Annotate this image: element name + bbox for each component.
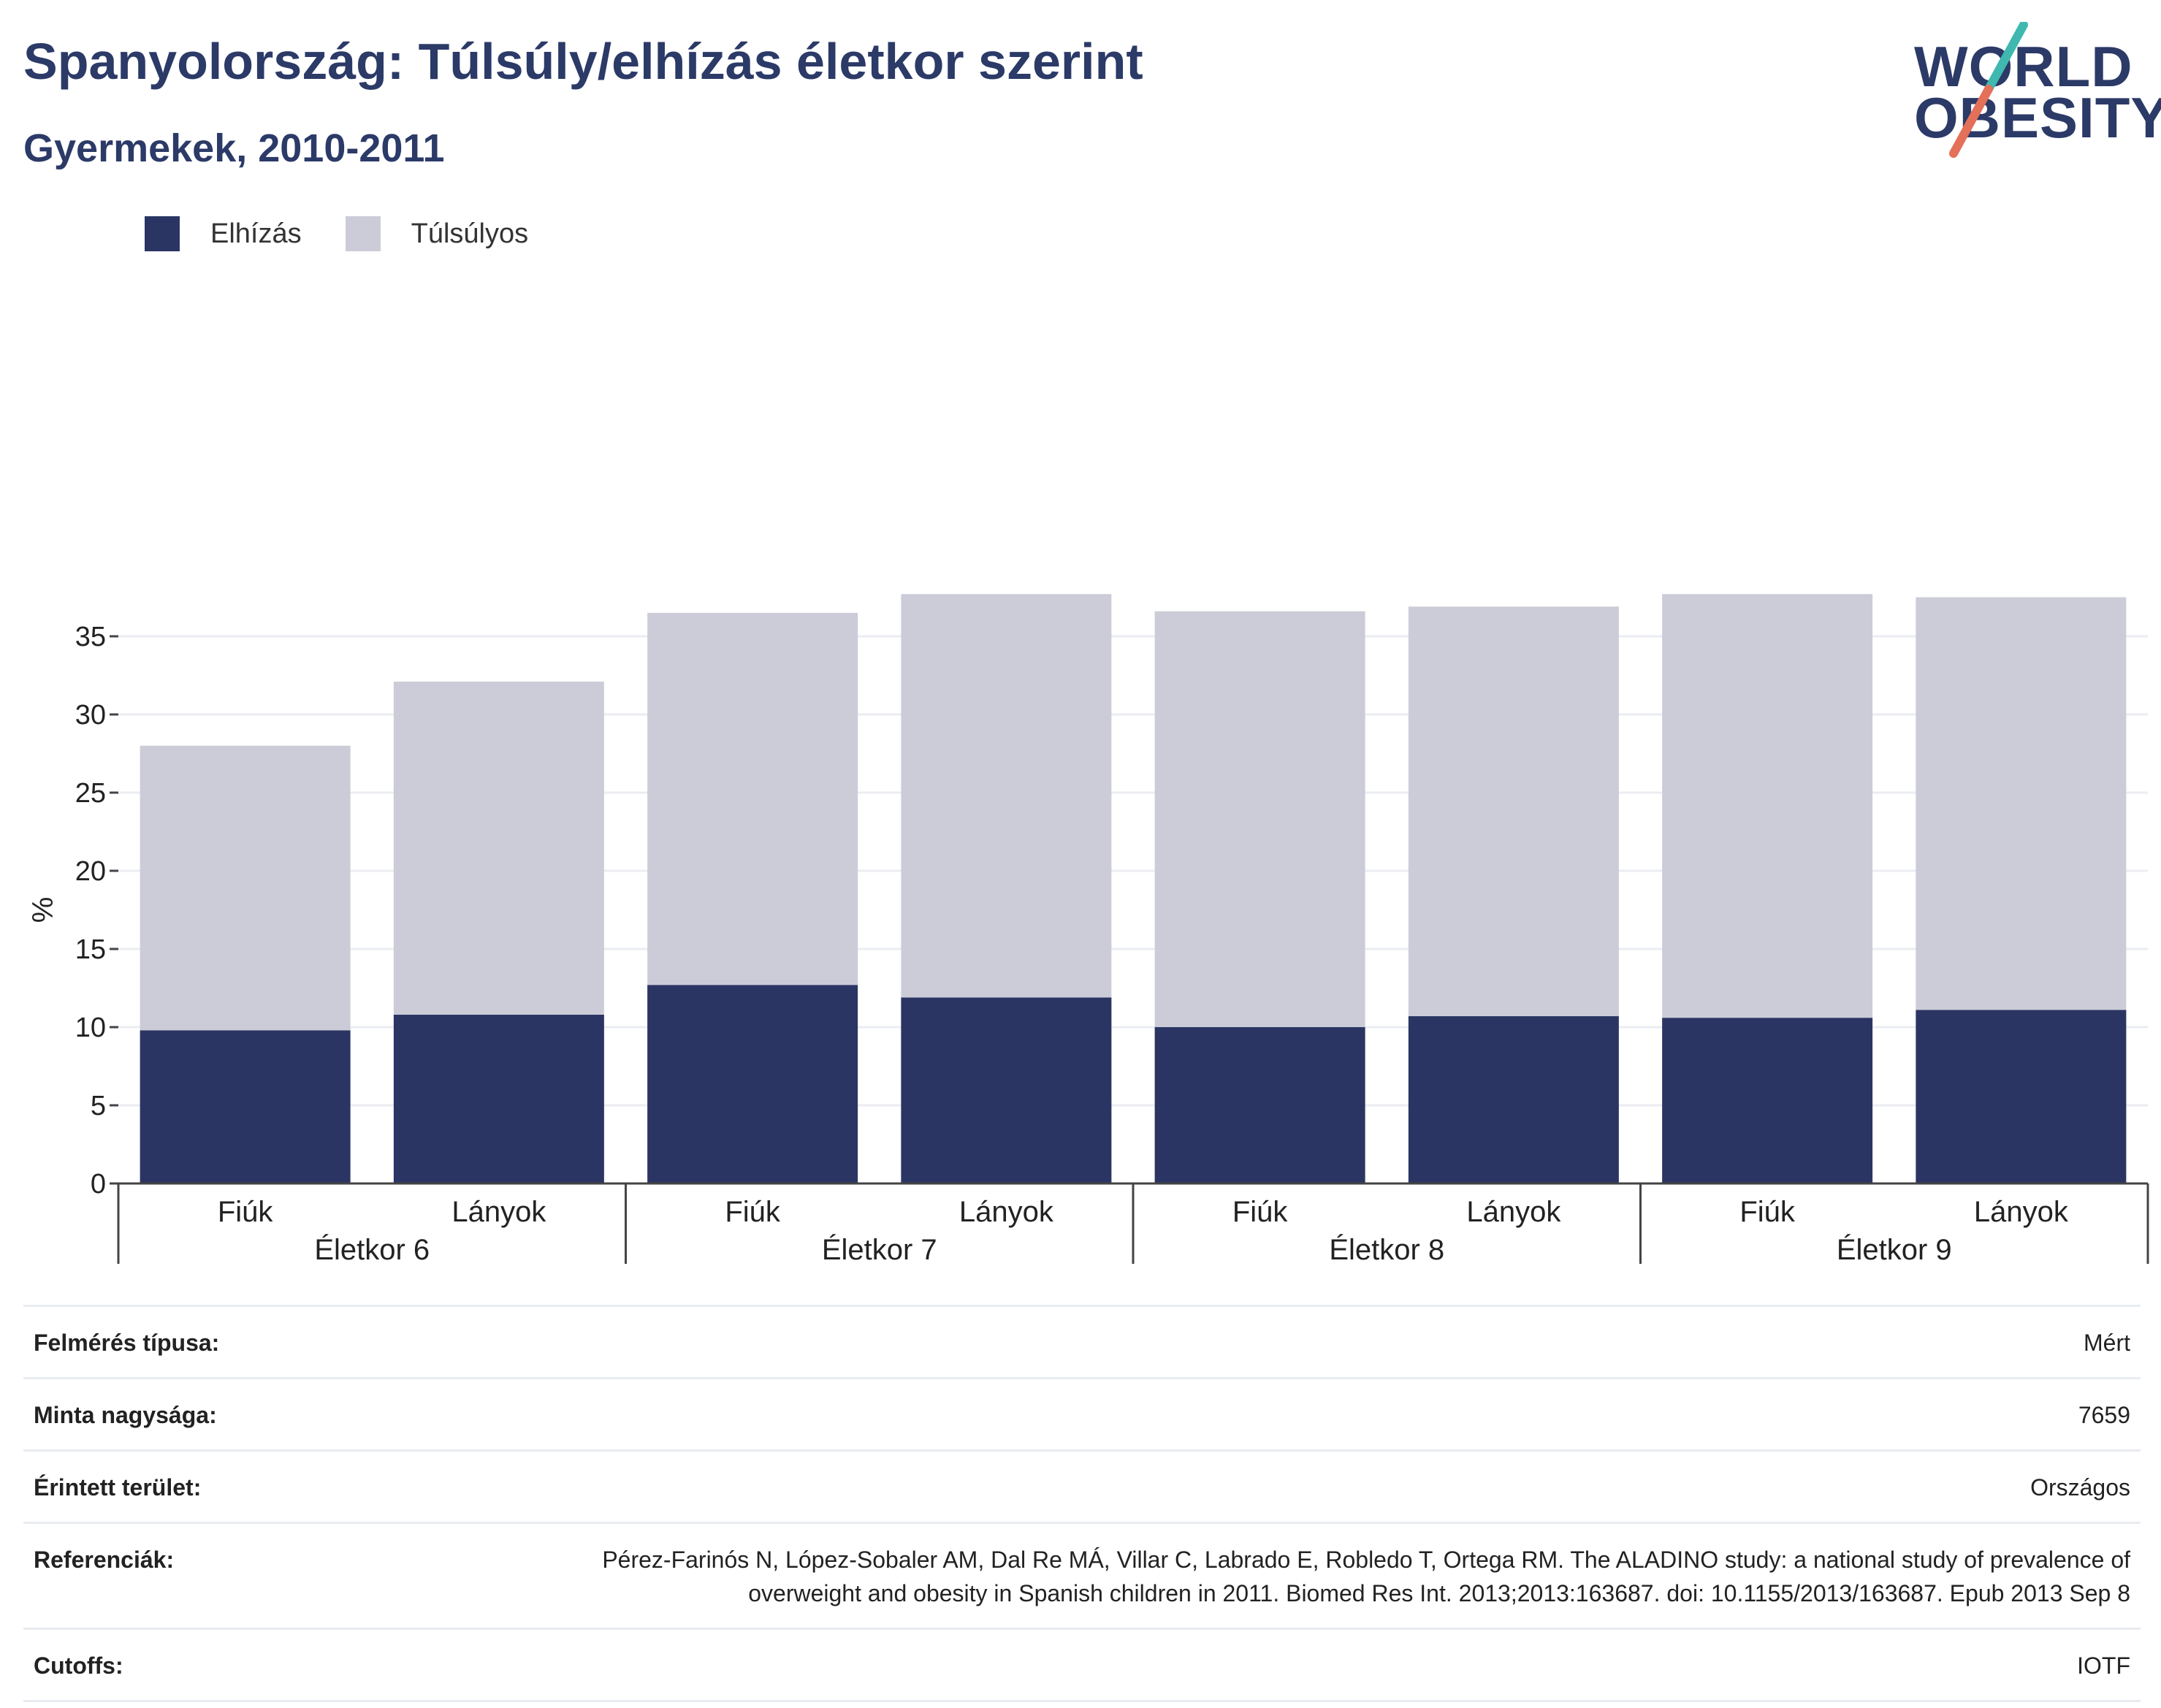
- y-tick-label: 30: [75, 700, 106, 731]
- bar-segment-overweight: [901, 594, 1112, 998]
- logo-text-world: WORLD: [1914, 34, 2133, 99]
- info-row: Referenciák: Pérez-Farinós N, López-Sobal…: [23, 1522, 2141, 1628]
- group-label: Életkor 6: [314, 1233, 430, 1266]
- y-tick-label: 0: [91, 1169, 106, 1200]
- bar-segment-overweight: [1662, 594, 1873, 1018]
- info-row: Cutoffs: IOTF: [23, 1628, 2141, 1702]
- x-tick-label: Fiúk: [725, 1196, 781, 1228]
- legend-item-overweight[interactable]: Túlsúlyos: [345, 216, 529, 251]
- info-value: IOTF: [2077, 1652, 2130, 1679]
- bar-segment-obesity: [140, 1030, 351, 1183]
- info-row: Érintett terület: Országos: [23, 1449, 2141, 1522]
- bar-segment-obesity: [647, 985, 858, 1183]
- chart-subtitle: Gyermekek, 2010-2011: [23, 126, 445, 170]
- bar-segment-overweight: [1154, 611, 1365, 1027]
- x-tick-label: Fiúk: [1232, 1196, 1289, 1228]
- info-table: Felmérés típusa: Mért Minta nagysága: 7659 É…: [23, 1305, 2141, 1702]
- x-tick-label: Lányok: [1466, 1196, 1561, 1228]
- legend-swatch-overweight: [345, 216, 381, 251]
- info-label: Minta nagysága:: [34, 1402, 217, 1428]
- info-row: Minta nagysága: 7659: [23, 1377, 2141, 1449]
- info-label: Érintett terület:: [34, 1474, 202, 1501]
- x-tick-label: Lányok: [959, 1196, 1054, 1228]
- stacked-bar-chart: 0 5 10 15 20 25 30 35% Fiúk Lányok Fiúk Lányok Fiúk L…: [27, 594, 2149, 1266]
- x-tick-label: Fiúk: [1739, 1196, 1796, 1228]
- info-label: Cutoffs:: [34, 1652, 123, 1679]
- bar-segment-overweight: [647, 612, 858, 985]
- logo-text-obesity: OBESITY: [1914, 85, 2161, 150]
- group-label: Életkor 7: [822, 1233, 937, 1266]
- bar-segment-obesity: [1408, 1016, 1619, 1183]
- legend-label-obesity: Elhízás: [210, 218, 302, 249]
- chart-title: Spanyolország: Túlsúly/elhízás életkor s…: [23, 33, 1143, 90]
- x-tick-label: Lányok: [451, 1196, 546, 1228]
- y-tick-label: 15: [75, 934, 106, 965]
- y-tick-label: 20: [75, 856, 106, 887]
- group-label: Életkor 9: [1837, 1233, 1952, 1266]
- info-value: Mért: [2084, 1330, 2130, 1356]
- bar-segment-overweight: [140, 745, 351, 1031]
- bar-segment-obesity: [1154, 1027, 1365, 1183]
- legend-swatch-obesity: [145, 216, 180, 251]
- bar-segment-obesity: [393, 1014, 604, 1183]
- group-label: Életkor 8: [1329, 1233, 1444, 1266]
- y-tick-label: 10: [75, 1013, 106, 1043]
- chart-legend: Elhízás Túlsúlyos: [145, 216, 572, 251]
- legend-item-obesity[interactable]: Elhízás: [145, 216, 302, 251]
- x-tick-label: Fiúk: [218, 1196, 274, 1228]
- bar-segment-obesity: [1916, 1010, 2127, 1183]
- y-tick-label: 25: [75, 778, 106, 809]
- legend-label-overweight: Túlsúlyos: [411, 218, 529, 249]
- info-value: Pérez-Farinós N, López-Sobaler AM, Dal R…: [602, 1547, 2130, 1606]
- logo-slash-icon: [1949, 22, 2028, 158]
- info-row: Felmérés típusa: Mért: [23, 1305, 2141, 1377]
- bar-segment-obesity: [901, 997, 1112, 1183]
- x-tick-label: Lányok: [1974, 1196, 2069, 1228]
- y-axis-label: %: [27, 897, 59, 923]
- y-tick-label: 5: [91, 1091, 106, 1121]
- info-label: Felmérés típusa:: [34, 1330, 220, 1356]
- y-tick-label: 35: [75, 622, 106, 652]
- world-obesity-logo: WORLD OBESITY: [1899, 22, 2161, 161]
- info-label: Referenciák:: [34, 1547, 175, 1573]
- bar-segment-overweight: [1916, 597, 2127, 1010]
- info-value: Országos: [2030, 1474, 2130, 1501]
- bar-segment-overweight: [1408, 606, 1619, 1017]
- info-value: 7659: [2078, 1402, 2130, 1428]
- bar-segment-obesity: [1662, 1018, 1873, 1183]
- bar-segment-overweight: [393, 682, 604, 1015]
